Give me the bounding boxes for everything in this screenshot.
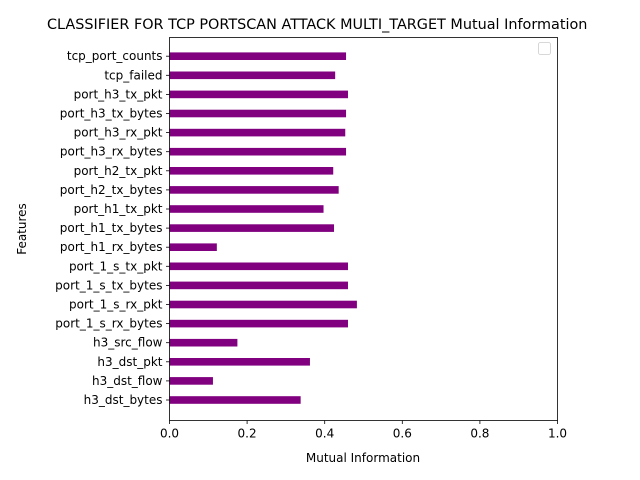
bar-port_h1_tx_bytes — [169, 224, 335, 232]
y-tick-label-port_h3_tx_bytes: port_h3_tx_bytes — [60, 107, 163, 121]
x-ticks-group: 0.0 0.2 0.4 0.6 0.8 1.0 — [160, 420, 567, 441]
x-tick-label-4: 0.8 — [470, 427, 489, 441]
bar-h3_src_flow — [169, 338, 238, 347]
bar-port_h3_tx_pkt — [169, 90, 348, 99]
x-tick-label-5: 1.0 — [548, 427, 567, 441]
bars-group — [169, 52, 357, 404]
bar-port_1_s_rx_pkt — [169, 300, 357, 309]
x-tick-label-0: 0.0 — [160, 427, 179, 441]
chart-title: CLASSIFIER FOR TCP PORTSCAN ATTACK MULTI… — [47, 17, 587, 33]
bar-tcp_failed — [169, 71, 336, 80]
y-tick-label-port_1_s_rx_pkt: port_1_s_rx_pkt — [69, 298, 163, 312]
y-tick-label-h3_dst_bytes: h3_dst_bytes — [84, 393, 163, 407]
bar-tcp_port_counts — [169, 52, 347, 60]
y-tick-label-port_h1_tx_bytes: port_h1_tx_bytes — [60, 221, 163, 235]
y-tick-label-h3_src_flow: h3_src_flow — [93, 336, 163, 350]
y-axis-label: Features — [15, 203, 29, 255]
bar-h3_dst_flow — [169, 377, 213, 385]
x-axis-label: Mutual Information — [306, 451, 420, 465]
x-tick-label-1: 0.2 — [238, 427, 257, 441]
bar-port_1_s_rx_bytes — [169, 319, 348, 328]
y-tick-label-port_h1_rx_bytes: port_h1_rx_bytes — [60, 240, 163, 254]
bar-port_h2_tx_bytes — [169, 186, 339, 194]
y-ticks-group: h3_dst_bytes h3_dst_flow h3_dst_pkt h3_src_… — [55, 49, 170, 407]
y-tick-label-port_1_s_rx_bytes: port_1_s_rx_bytes — [55, 317, 162, 331]
bar-port_h3_rx_bytes — [169, 147, 347, 156]
y-tick-label-port_h2_tx_bytes: port_h2_tx_bytes — [60, 183, 163, 197]
y-tick-label-h3_dst_flow: h3_dst_flow — [92, 374, 163, 388]
x-tick-label-2: 0.4 — [315, 427, 334, 441]
y-tick-label-port_1_s_tx_bytes: port_1_s_tx_bytes — [55, 278, 162, 292]
bar-port_1_s_tx_bytes — [169, 281, 348, 290]
y-tick-label-port_h1_tx_pkt: port_h1_tx_pkt — [74, 202, 163, 216]
y-tick-label-port_h3_tx_pkt: port_h3_tx_pkt — [74, 87, 163, 101]
bar-port_h2_tx_pkt — [169, 167, 334, 175]
bar-port_h1_tx_pkt — [169, 205, 324, 213]
bar-port_h1_rx_bytes — [169, 243, 217, 251]
plot-frame — [169, 37, 558, 421]
bar-h3_dst_bytes — [169, 396, 301, 404]
y-tick-label-h3_dst_pkt: h3_dst_pkt — [97, 355, 162, 369]
bar-port_1_s_tx_pkt — [169, 262, 348, 271]
bar-port_h3_rx_pkt — [169, 128, 346, 137]
legend-box — [538, 42, 551, 55]
y-tick-label-port_1_s_tx_pkt: port_1_s_tx_pkt — [69, 259, 163, 273]
bar-h3_dst_pkt — [169, 358, 310, 366]
y-tick-label-tcp_failed: tcp_failed — [104, 68, 162, 82]
x-tick-label-3: 0.6 — [393, 427, 412, 441]
y-tick-label-port_h2_tx_pkt: port_h2_tx_pkt — [74, 164, 163, 178]
y-tick-label-tcp_port_counts: tcp_port_counts — [67, 49, 163, 63]
y-tick-label-port_h3_rx_pkt: port_h3_rx_pkt — [74, 126, 163, 140]
y-tick-label-port_h3_rx_bytes: port_h3_rx_bytes — [60, 145, 163, 159]
bar-port_h3_tx_bytes — [169, 109, 347, 118]
